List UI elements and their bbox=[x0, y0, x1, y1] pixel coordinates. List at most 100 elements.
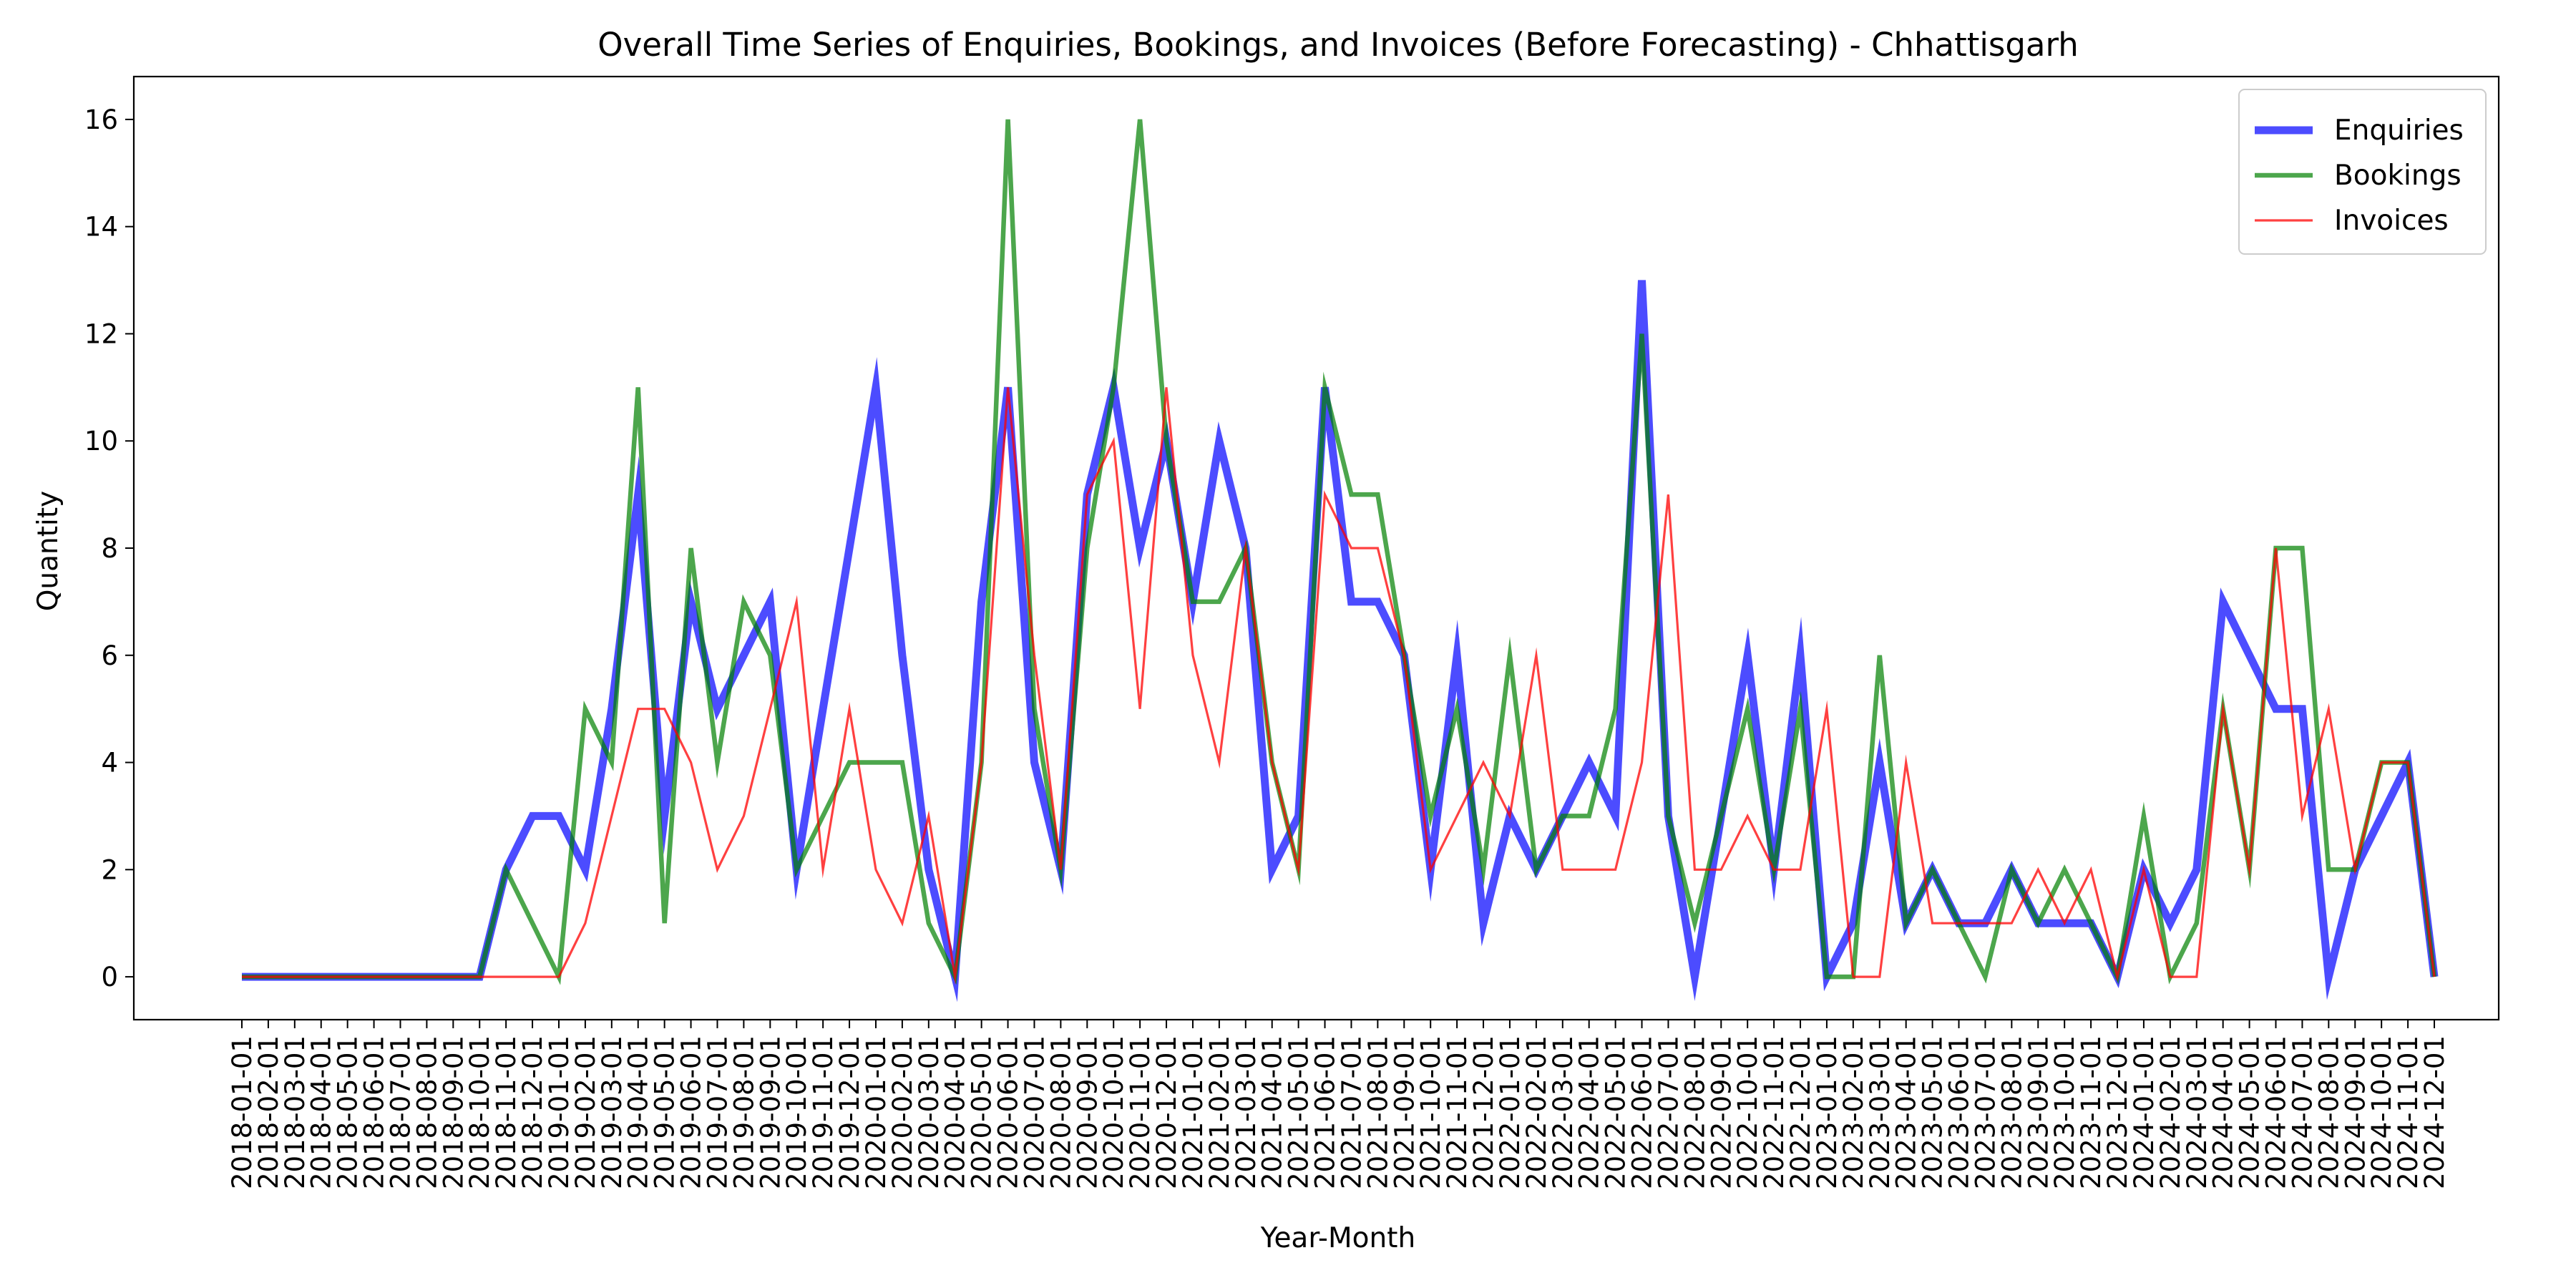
x-tick-label: 2018-04-01 bbox=[306, 1035, 337, 1189]
x-axis-label: Year-Month bbox=[1260, 1222, 1415, 1254]
y-tick-label: 14 bbox=[84, 212, 118, 243]
x-tick-label: 2018-03-01 bbox=[280, 1035, 311, 1189]
x-tick-label: 2024-12-01 bbox=[2419, 1035, 2450, 1189]
x-tick-label: 2022-03-01 bbox=[1548, 1035, 1579, 1189]
y-tick-label: 8 bbox=[101, 533, 118, 564]
x-tick-label: 2020-10-01 bbox=[1098, 1035, 1129, 1189]
x-tick-label: 2019-09-01 bbox=[755, 1035, 786, 1189]
x-tick-label: 2021-09-01 bbox=[1389, 1035, 1420, 1189]
x-tick-label: 2023-01-01 bbox=[1812, 1035, 1843, 1189]
legend-label-enquiries: Enquiries bbox=[2334, 114, 2464, 147]
x-tick-label: 2023-02-01 bbox=[1838, 1035, 1869, 1189]
y-tick-label: 12 bbox=[84, 318, 118, 349]
x-tick-label: 2019-02-01 bbox=[570, 1035, 601, 1189]
x-tick-label: 2024-04-01 bbox=[2208, 1035, 2239, 1189]
x-tick-label: 2018-11-01 bbox=[491, 1035, 522, 1189]
x-tick-label: 2020-12-01 bbox=[1151, 1035, 1182, 1189]
x-tick-label: 2021-04-01 bbox=[1257, 1035, 1288, 1189]
x-tick-label: 2023-06-01 bbox=[1944, 1035, 1975, 1189]
x-tick-label: 2023-09-01 bbox=[2023, 1035, 2054, 1189]
x-tick-label: 2020-06-01 bbox=[993, 1035, 1024, 1189]
series-line-bookings bbox=[242, 119, 2437, 985]
x-tick-label: 2024-06-01 bbox=[2261, 1035, 2292, 1189]
x-tick-label: 2018-10-01 bbox=[464, 1035, 495, 1189]
x-tick-label: 2022-11-01 bbox=[1759, 1035, 1790, 1189]
x-tick-label: 2018-06-01 bbox=[359, 1035, 390, 1189]
x-tick-label: 2019-11-01 bbox=[808, 1035, 839, 1189]
legend-label-invoices: Invoices bbox=[2334, 205, 2449, 237]
x-tick-label: 2024-10-01 bbox=[2366, 1035, 2397, 1189]
x-tick-label: 2021-06-01 bbox=[1310, 1035, 1341, 1189]
x-tick-label: 2018-09-01 bbox=[438, 1035, 469, 1189]
x-tick-label: 2020-02-01 bbox=[887, 1035, 918, 1189]
x-tick-label: 2021-05-01 bbox=[1284, 1035, 1314, 1189]
x-tick-label: 2020-07-01 bbox=[1019, 1035, 1050, 1189]
legend: Enquiries Bookings Invoices bbox=[2238, 89, 2487, 255]
x-tick-label: 2018-02-01 bbox=[253, 1035, 284, 1189]
x-tick-label: 2021-11-01 bbox=[1442, 1035, 1473, 1189]
x-tick-label: 2023-07-01 bbox=[1970, 1035, 2001, 1189]
x-tick-label: 2022-01-01 bbox=[1495, 1035, 1526, 1189]
x-tick-label: 2021-08-01 bbox=[1362, 1035, 1393, 1189]
x-tick-label: 2019-08-01 bbox=[728, 1035, 759, 1189]
x-tick-label: 2019-10-01 bbox=[781, 1035, 812, 1189]
x-tick-label: 2021-02-01 bbox=[1204, 1035, 1235, 1189]
x-tick-label: 2018-01-01 bbox=[227, 1035, 258, 1189]
x-tick-label: 2023-12-01 bbox=[2102, 1035, 2133, 1189]
x-tick-label: 2023-11-01 bbox=[2076, 1035, 2107, 1189]
y-tick-label: 10 bbox=[84, 426, 118, 457]
x-tick-label: 2022-02-01 bbox=[1521, 1035, 1552, 1189]
series-line-enquiries bbox=[242, 280, 2439, 1002]
x-tick-label: 2022-05-01 bbox=[1601, 1035, 1631, 1189]
x-tick-label: 2024-05-01 bbox=[2235, 1035, 2265, 1189]
x-tick-label: 2021-10-01 bbox=[1415, 1035, 1446, 1189]
x-tick-label: 2020-01-01 bbox=[861, 1035, 892, 1189]
y-tick-label: 2 bbox=[101, 854, 118, 885]
x-tick-label: 2022-08-01 bbox=[1679, 1035, 1710, 1189]
series-lines bbox=[242, 119, 2439, 1002]
y-axis-label: Quantity bbox=[32, 491, 64, 612]
y-tick-label: 0 bbox=[101, 962, 118, 992]
x-tick-label: 2023-03-01 bbox=[1865, 1035, 1896, 1189]
x-tick-label: 2019-04-01 bbox=[623, 1035, 654, 1189]
x-tick-label: 2022-04-01 bbox=[1574, 1035, 1605, 1189]
x-tick-label: 2021-12-01 bbox=[1468, 1035, 1499, 1189]
x-tick-label: 2022-07-01 bbox=[1653, 1035, 1684, 1189]
x-tick-label: 2024-09-01 bbox=[2340, 1035, 2371, 1189]
x-tick-label: 2018-08-01 bbox=[411, 1035, 442, 1189]
x-tick-label: 2019-07-01 bbox=[702, 1035, 733, 1189]
x-tick-label: 2024-03-01 bbox=[2182, 1035, 2212, 1189]
x-tick-label: 2020-09-01 bbox=[1072, 1035, 1103, 1189]
x-tick-label: 2021-01-01 bbox=[1178, 1035, 1209, 1189]
y-tick-label: 4 bbox=[101, 748, 118, 779]
x-tick-label: 2024-08-01 bbox=[2313, 1035, 2344, 1189]
x-tick-label: 2023-08-01 bbox=[1996, 1035, 2027, 1189]
chart-title: Overall Time Series of Enquiries, Bookin… bbox=[597, 26, 2078, 64]
x-tick-label: 2020-04-01 bbox=[940, 1035, 971, 1189]
x-tick-label: 2022-09-01 bbox=[1706, 1035, 1737, 1189]
x-tick-label: 2022-10-01 bbox=[1732, 1035, 1763, 1189]
x-tick-label: 2024-01-01 bbox=[2129, 1035, 2160, 1189]
x-tick-label: 2019-01-01 bbox=[544, 1035, 575, 1189]
x-tick-label: 2024-07-01 bbox=[2287, 1035, 2318, 1189]
legend-label-bookings: Bookings bbox=[2334, 160, 2462, 192]
x-tick-label: 2018-12-01 bbox=[517, 1035, 548, 1189]
x-tick-label: 2020-05-01 bbox=[967, 1035, 997, 1189]
x-tick-label: 2024-11-01 bbox=[2393, 1035, 2424, 1189]
series-line-invoices bbox=[242, 387, 2436, 985]
x-tick-label: 2019-03-01 bbox=[597, 1035, 628, 1189]
x-tick-label: 2019-05-01 bbox=[650, 1035, 680, 1189]
x-tick-label: 2020-03-01 bbox=[914, 1035, 945, 1189]
x-tick-label: 2022-12-01 bbox=[1785, 1035, 1816, 1189]
x-tick-label: 2019-12-01 bbox=[834, 1035, 865, 1189]
x-tick-label: 2023-04-01 bbox=[1891, 1035, 1922, 1189]
x-tick-label: 2020-08-01 bbox=[1045, 1035, 1076, 1189]
x-tick-label: 2021-07-01 bbox=[1336, 1035, 1367, 1189]
x-tick-label: 2022-06-01 bbox=[1627, 1035, 1658, 1189]
x-tick-label: 2023-05-01 bbox=[1918, 1035, 1948, 1189]
y-axis-ticks: 0 2 4 6 8 10 12 14 16 bbox=[84, 104, 134, 992]
x-tick-label: 2018-07-01 bbox=[385, 1035, 416, 1189]
x-tick-label: 2021-03-01 bbox=[1231, 1035, 1262, 1189]
